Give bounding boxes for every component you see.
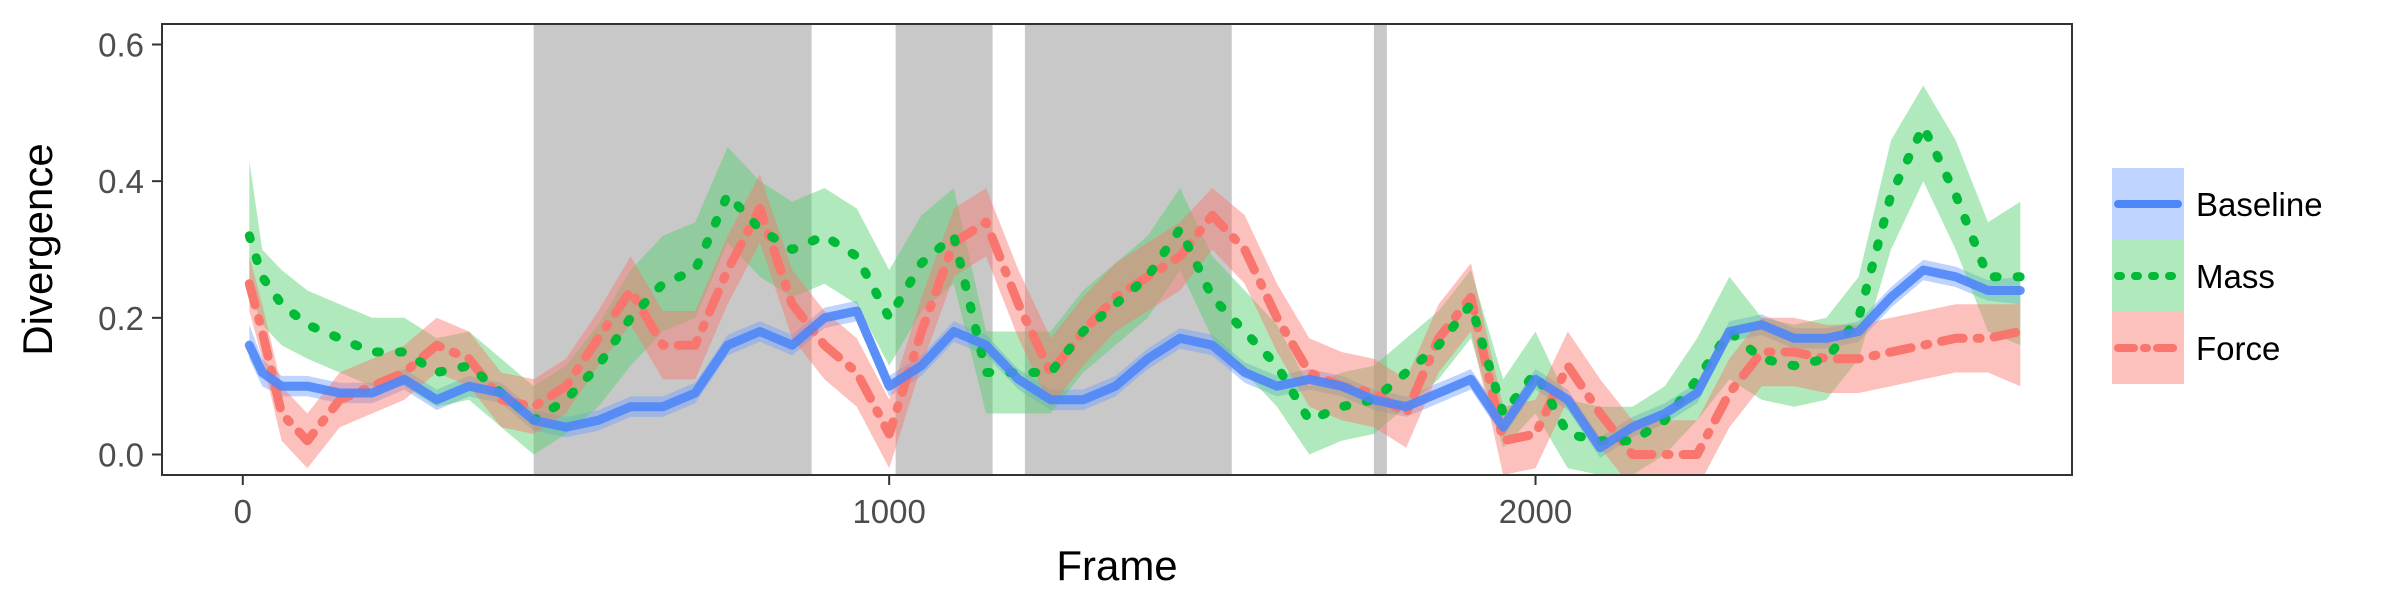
baseline-line: [244, 265, 2025, 453]
legend-item-baseline: Baseline: [2112, 168, 2323, 240]
x-tick-label: 0: [234, 493, 252, 530]
legend-label: Baseline: [2196, 186, 2323, 223]
y-axis: 0.0 0.2 0.4 0.6: [98, 27, 162, 474]
x-axis: 0 1000 2000: [234, 475, 1572, 530]
y-tick-label: 0.0: [98, 437, 144, 474]
x-tick-label: 2000: [1499, 493, 1572, 530]
shaded-region-4: [1373, 24, 1387, 475]
y-tick-label: 0.4: [98, 163, 144, 200]
y-axis-label: Divergence: [14, 143, 61, 355]
legend: Baseline Mass Force: [2112, 168, 2323, 384]
series-lines: [244, 122, 2025, 459]
plot-panel-border: [161, 23, 2073, 476]
legend-item-mass: Mass: [2112, 240, 2275, 312]
y-tick-label: 0.6: [98, 27, 144, 64]
x-tick-label: 1000: [852, 493, 925, 530]
legend-item-force: Force: [2112, 312, 2280, 384]
force-confidence-band: [249, 174, 2021, 475]
legend-label: Force: [2196, 330, 2280, 367]
y-tick-label: 0.2: [98, 300, 144, 337]
legend-label: Mass: [2196, 258, 2275, 295]
x-axis-label: Frame: [1056, 542, 1177, 589]
